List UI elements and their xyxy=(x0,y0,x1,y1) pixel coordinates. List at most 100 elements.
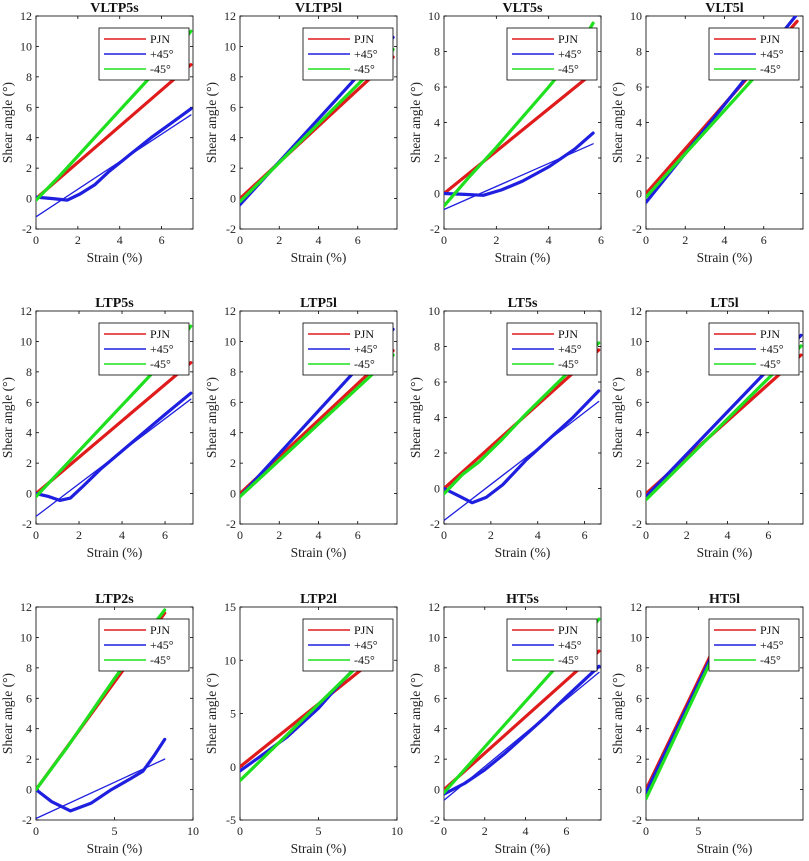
y-tick-label: 5 xyxy=(230,707,236,721)
y-tick-label: 6 xyxy=(230,100,236,114)
y-tick-label: 12 xyxy=(428,600,440,614)
legend-label: +45° xyxy=(354,638,378,652)
x-axis-label: Strain (%) xyxy=(87,545,143,560)
x-axis-label: Strain (%) xyxy=(697,250,753,265)
legend-label: -45° xyxy=(558,357,579,371)
y-tick-label: 4 xyxy=(434,411,440,425)
x-tick-label: 4 xyxy=(722,233,728,247)
series-group xyxy=(646,646,716,801)
y-tick-label: 12 xyxy=(224,304,236,318)
legend-label: PJN xyxy=(354,327,374,341)
legend: PJN+45°-45° xyxy=(506,618,598,672)
legend-label: +45° xyxy=(760,342,784,356)
y-tick-label: 0 xyxy=(636,783,642,797)
series-line-plus45deg xyxy=(36,107,193,202)
x-tick-label: 0 xyxy=(643,528,649,542)
subplot-title: VLT5s xyxy=(503,1,544,16)
x-tick-label: 6 xyxy=(765,528,771,542)
subplot-title: LTP2l xyxy=(300,592,337,607)
y-tick-label: 12 xyxy=(20,304,32,318)
x-tick-label: 0 xyxy=(441,824,447,838)
x-tick-label: 6 xyxy=(563,824,569,838)
legend-label: +45° xyxy=(150,342,174,356)
y-tick-label: 12 xyxy=(224,9,236,23)
subplot-title: LT5s xyxy=(508,296,538,311)
x-tick-label: 2 xyxy=(684,528,690,542)
legend-label: +45° xyxy=(558,342,582,356)
y-tick-label: 4 xyxy=(26,722,32,736)
x-tick-label: 0 xyxy=(643,824,649,838)
series-line-plus45deg xyxy=(444,389,601,505)
y-tick-label: 4 xyxy=(26,131,32,145)
y-tick-label: 6 xyxy=(636,395,642,409)
x-tick-label: 0 xyxy=(643,233,649,247)
y-tick-label: 4 xyxy=(230,426,236,440)
x-axis-label: Strain (%) xyxy=(495,841,551,856)
axes-box xyxy=(35,310,194,525)
y-tick-label: 0 xyxy=(434,187,440,201)
y-tick-label: 0 xyxy=(434,783,440,797)
x-tick-label: 4 xyxy=(316,528,322,542)
legend-label: -45° xyxy=(150,653,171,667)
y-tick-label: 6 xyxy=(636,80,642,94)
y-tick-label: 2 xyxy=(434,752,440,766)
legend-label: -45° xyxy=(558,653,579,667)
y-axis-label: Shear angle (°) xyxy=(0,673,15,754)
subplot-title: VLT5l xyxy=(705,1,744,16)
series-line-PJN xyxy=(240,667,365,769)
legend: PJN+45°-45° xyxy=(98,27,190,81)
series-line-plus45deg xyxy=(36,391,193,502)
y-tick-label: -5 xyxy=(226,813,236,827)
y-tick-label: 10 xyxy=(428,9,440,23)
x-tick-label: 4 xyxy=(725,528,731,542)
legend-label: -45° xyxy=(150,357,171,371)
x-tick-label: 6 xyxy=(761,233,767,247)
x-tick-label: 2 xyxy=(488,528,494,542)
x-tick-label: 2 xyxy=(482,824,488,838)
y-tick-label: 2 xyxy=(26,161,32,175)
legend-label: PJN xyxy=(558,327,578,341)
legend: PJN+45°-45° xyxy=(98,618,190,672)
y-axis-label: Shear angle (°) xyxy=(408,673,423,754)
y-tick-label: 10 xyxy=(630,9,642,23)
y-tick-label: 0 xyxy=(230,487,236,501)
legend-label: +45° xyxy=(150,638,174,652)
x-tick-label: 6 xyxy=(159,233,165,247)
series-line-plus45deg-fit xyxy=(444,143,594,211)
y-tick-label: 4 xyxy=(434,722,440,736)
x-axis-label: Strain (%) xyxy=(291,545,347,560)
y-tick-label: 8 xyxy=(26,365,32,379)
subplot-title: LT5l xyxy=(710,296,738,311)
y-tick-label: 4 xyxy=(636,722,642,736)
y-tick-label: 2 xyxy=(636,752,642,766)
x-axis-label: Strain (%) xyxy=(87,250,143,265)
y-tick-label: 2 xyxy=(636,151,642,165)
x-tick-label: 4 xyxy=(117,233,123,247)
x-tick-label: 5 xyxy=(695,824,701,838)
legend-label: -45° xyxy=(760,357,781,371)
x-tick-label: 6 xyxy=(162,528,168,542)
series-line-PJN xyxy=(36,63,193,201)
y-tick-label: 6 xyxy=(636,691,642,705)
y-axis-label: Shear angle (°) xyxy=(204,377,219,458)
legend-label: -45° xyxy=(354,653,375,667)
y-axis-label: Shear angle (°) xyxy=(0,82,15,163)
legend: PJN+45°-45° xyxy=(302,27,394,81)
legend-label: +45° xyxy=(760,47,784,61)
series-line-plus45deg xyxy=(240,658,365,773)
legend: PJN+45°-45° xyxy=(98,322,190,376)
y-tick-label: 2 xyxy=(230,161,236,175)
y-tick-label: 6 xyxy=(230,395,236,409)
legend: PJN+45°-45° xyxy=(506,27,598,81)
y-tick-label: 4 xyxy=(230,131,236,145)
legend-label: +45° xyxy=(354,47,378,61)
y-tick-label: 10 xyxy=(20,334,32,348)
x-tick-label: 4 xyxy=(316,233,322,247)
x-tick-label: 4 xyxy=(523,824,529,838)
series-line-minus45deg xyxy=(240,659,365,783)
